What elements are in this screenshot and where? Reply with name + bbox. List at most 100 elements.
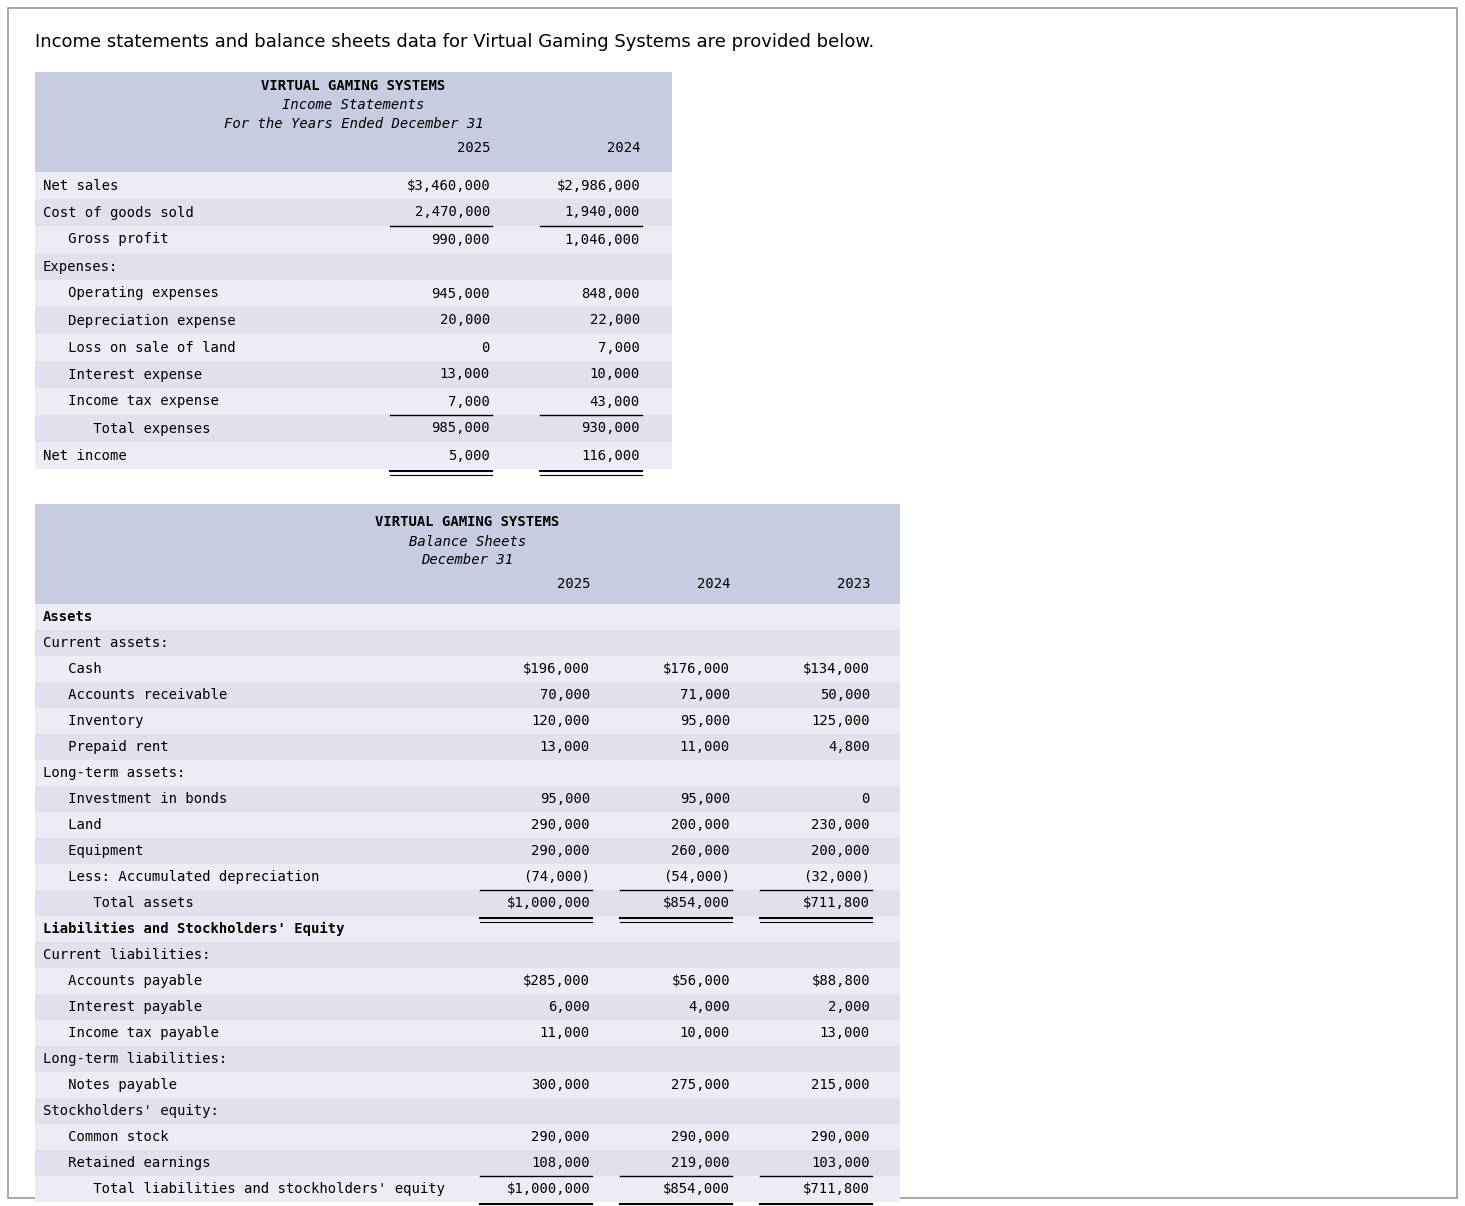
- Text: Current assets:: Current assets:: [42, 636, 168, 650]
- Text: 13,000: 13,000: [539, 740, 590, 754]
- Bar: [35, 308, 672, 334]
- Text: 1,940,000: 1,940,000: [564, 205, 640, 219]
- Text: $196,000: $196,000: [523, 662, 590, 677]
- Text: 71,000: 71,000: [680, 687, 730, 702]
- Text: $134,000: $134,000: [803, 662, 870, 677]
- Text: 50,000: 50,000: [820, 687, 870, 702]
- Text: Long-term liabilities:: Long-term liabilities:: [42, 1052, 227, 1066]
- Bar: [35, 280, 672, 308]
- Text: 2024: 2024: [696, 576, 730, 591]
- Text: $854,000: $854,000: [664, 1182, 730, 1196]
- Text: 230,000: 230,000: [812, 818, 870, 832]
- Bar: [35, 994, 900, 1020]
- Text: 290,000: 290,000: [532, 844, 590, 857]
- Text: $88,800: $88,800: [812, 974, 870, 988]
- Text: 290,000: 290,000: [532, 818, 590, 832]
- Text: 290,000: 290,000: [812, 1130, 870, 1144]
- Text: Long-term assets:: Long-term assets:: [42, 766, 186, 780]
- Text: 20,000: 20,000: [440, 314, 489, 328]
- Text: $1,000,000: $1,000,000: [507, 896, 590, 911]
- Text: Stockholders' equity:: Stockholders' equity:: [42, 1103, 218, 1118]
- Text: $56,000: $56,000: [671, 974, 730, 988]
- Text: 2025: 2025: [457, 141, 489, 156]
- Text: 4,800: 4,800: [828, 740, 870, 754]
- Text: 7,000: 7,000: [448, 394, 489, 409]
- Text: 0: 0: [861, 792, 870, 806]
- Text: Net sales: Net sales: [42, 178, 119, 193]
- FancyBboxPatch shape: [7, 8, 1458, 1198]
- Text: 116,000: 116,000: [582, 449, 640, 462]
- Text: 11,000: 11,000: [680, 740, 730, 754]
- Text: 945,000: 945,000: [431, 287, 489, 300]
- Text: $1,000,000: $1,000,000: [507, 1182, 590, 1196]
- Text: 930,000: 930,000: [582, 422, 640, 435]
- Text: (54,000): (54,000): [664, 870, 730, 884]
- Text: Total assets: Total assets: [42, 896, 193, 911]
- Bar: [35, 172, 672, 199]
- Text: 848,000: 848,000: [582, 287, 640, 300]
- Bar: [35, 1046, 900, 1072]
- Text: 108,000: 108,000: [532, 1157, 590, 1170]
- Text: Income tax payable: Income tax payable: [42, 1026, 218, 1040]
- Text: 4,000: 4,000: [689, 1000, 730, 1014]
- Text: 13,000: 13,000: [440, 368, 489, 381]
- Text: 290,000: 290,000: [532, 1130, 590, 1144]
- Bar: [35, 415, 672, 443]
- Text: Income statements and balance sheets data for Virtual Gaming Systems are provide: Income statements and balance sheets dat…: [35, 33, 875, 51]
- Text: $2,986,000: $2,986,000: [557, 178, 640, 193]
- Text: $711,800: $711,800: [803, 896, 870, 911]
- Text: 260,000: 260,000: [671, 844, 730, 857]
- Text: 10,000: 10,000: [590, 368, 640, 381]
- Text: Land: Land: [42, 818, 101, 832]
- Bar: [35, 786, 900, 812]
- Text: Gross profit: Gross profit: [42, 233, 168, 246]
- Text: Income Statements: Income Statements: [283, 98, 425, 112]
- Bar: [35, 72, 672, 469]
- Text: 103,000: 103,000: [812, 1157, 870, 1170]
- Bar: [35, 1151, 900, 1176]
- Text: Income tax expense: Income tax expense: [42, 394, 218, 409]
- Text: 300,000: 300,000: [532, 1078, 590, 1091]
- Bar: [35, 708, 900, 734]
- Text: Accounts receivable: Accounts receivable: [42, 687, 227, 702]
- Bar: [35, 917, 900, 942]
- Text: Expenses:: Expenses:: [42, 259, 119, 274]
- Bar: [35, 504, 900, 1202]
- Text: 0: 0: [482, 340, 489, 355]
- Text: 70,000: 70,000: [539, 687, 590, 702]
- Text: Common stock: Common stock: [42, 1130, 168, 1144]
- Text: 200,000: 200,000: [671, 818, 730, 832]
- Text: For the Years Ended December 31: For the Years Ended December 31: [224, 117, 483, 131]
- Text: 43,000: 43,000: [590, 394, 640, 409]
- Bar: [35, 863, 900, 890]
- Text: 2023: 2023: [837, 576, 870, 591]
- Text: 10,000: 10,000: [680, 1026, 730, 1040]
- Text: VIRTUAL GAMING SYSTEMS: VIRTUAL GAMING SYSTEMS: [261, 80, 445, 93]
- Text: Notes payable: Notes payable: [42, 1078, 177, 1091]
- Bar: [35, 656, 900, 683]
- Text: VIRTUAL GAMING SYSTEMS: VIRTUAL GAMING SYSTEMS: [375, 515, 560, 529]
- Bar: [35, 890, 900, 917]
- Bar: [35, 1072, 900, 1097]
- Text: Inventory: Inventory: [42, 714, 144, 728]
- Text: $711,800: $711,800: [803, 1182, 870, 1196]
- Text: 990,000: 990,000: [431, 233, 489, 246]
- Text: Balance Sheets: Balance Sheets: [409, 535, 526, 549]
- Text: Retained earnings: Retained earnings: [42, 1157, 211, 1170]
- Bar: [35, 334, 672, 361]
- Text: Net income: Net income: [42, 449, 127, 462]
- Text: 2025: 2025: [557, 576, 590, 591]
- Text: (32,000): (32,000): [803, 870, 870, 884]
- Bar: [35, 361, 672, 388]
- Text: Less: Accumulated depreciation: Less: Accumulated depreciation: [42, 870, 319, 884]
- Text: 6,000: 6,000: [548, 1000, 590, 1014]
- Text: 125,000: 125,000: [812, 714, 870, 728]
- Text: 1,046,000: 1,046,000: [564, 233, 640, 246]
- Text: December 31: December 31: [422, 554, 514, 567]
- Text: 95,000: 95,000: [680, 714, 730, 728]
- Bar: [35, 734, 900, 760]
- Text: Total liabilities and stockholders' equity: Total liabilities and stockholders' equi…: [42, 1182, 445, 1196]
- Bar: [35, 1020, 900, 1046]
- Bar: [35, 812, 900, 838]
- Text: 13,000: 13,000: [820, 1026, 870, 1040]
